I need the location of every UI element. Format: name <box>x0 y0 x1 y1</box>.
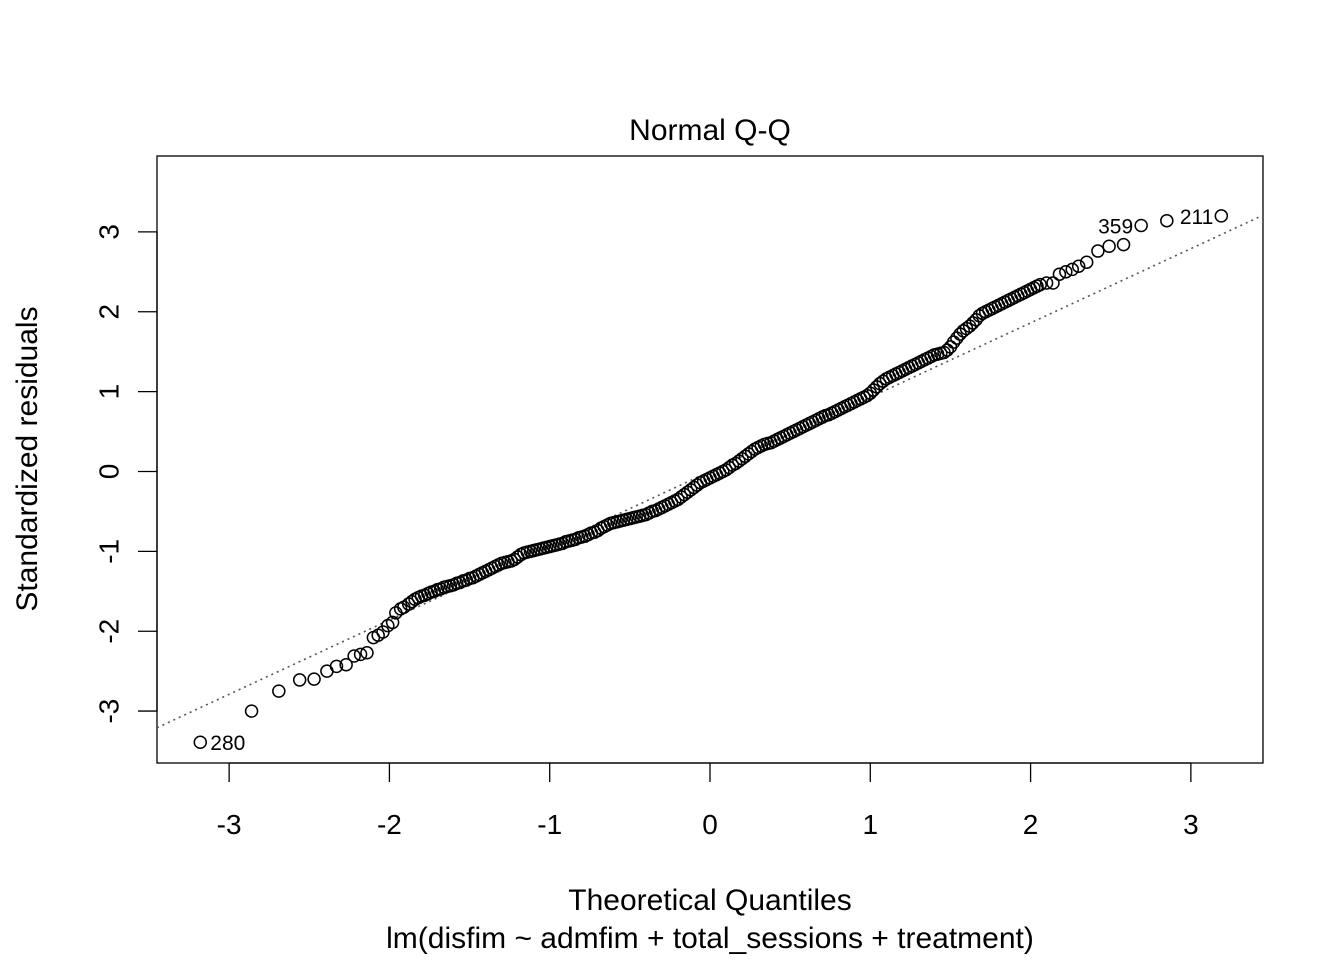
residual-point <box>1039 276 1054 290</box>
chart-title: Normal Q-Q <box>629 114 791 147</box>
y-tick-label: -3 <box>93 699 124 724</box>
residual-point <box>1059 265 1073 279</box>
residual-point <box>272 684 286 698</box>
residual-point <box>1046 276 1060 290</box>
residual-point <box>385 615 400 630</box>
residual-point <box>347 649 361 663</box>
x-tick-label: 0 <box>702 809 718 840</box>
residual-point <box>244 704 259 718</box>
residual-point <box>193 735 208 749</box>
residual-point <box>307 672 321 686</box>
x-tick-label: 3 <box>1183 809 1199 840</box>
residual-point <box>1033 277 1047 292</box>
residual-point <box>1052 267 1067 281</box>
model-subtitle: lm(disfim ~ admfim + total_sessions + tr… <box>386 922 1034 955</box>
x-axis-label: Theoretical Quantiles <box>568 884 851 917</box>
residual-point <box>950 331 964 345</box>
residual-point <box>360 646 374 660</box>
y-tick-label: 2 <box>93 304 124 320</box>
qq-reference-line <box>157 214 1263 729</box>
x-tick-label: -3 <box>217 809 242 840</box>
x-tick-label: 2 <box>1023 809 1039 840</box>
residual-point <box>1134 218 1148 233</box>
residual-point <box>1091 244 1105 258</box>
residual-point <box>1102 239 1116 254</box>
residual-point <box>292 673 307 687</box>
residual-point <box>353 647 368 662</box>
point-label-280: 280 <box>210 732 245 755</box>
residual-point <box>1065 262 1080 277</box>
residual-point <box>339 658 353 672</box>
y-tick-label: 1 <box>93 384 124 400</box>
residual-point <box>1116 237 1131 252</box>
x-tick-label: -1 <box>537 809 562 840</box>
y-tick-label: -2 <box>93 619 124 644</box>
point-label-359: 359 <box>1098 215 1133 238</box>
y-tick-label: 0 <box>93 464 124 480</box>
residual-point <box>1214 209 1229 223</box>
x-tick-label: -2 <box>377 809 402 840</box>
y-axis-label: Standardized residuals <box>11 306 44 611</box>
y-tick-label: -1 <box>93 539 124 564</box>
residual-point <box>1071 259 1086 273</box>
residual-point <box>1160 213 1174 228</box>
residual-point <box>1079 255 1094 269</box>
y-tick-label: 3 <box>93 224 124 240</box>
reference-line-layer <box>157 214 1263 729</box>
point-labels-layer: 280 359 211 <box>210 206 1213 755</box>
y-axis: -3 -2 -1 0 1 2 3 <box>93 224 158 724</box>
plot-frame <box>156 155 1264 764</box>
points-layer <box>193 209 1229 749</box>
x-axis: -3 -2 -1 0 1 2 3 <box>217 762 1199 840</box>
residual-point <box>329 659 344 674</box>
x-tick-label: 1 <box>863 809 879 840</box>
point-label-211: 211 <box>1180 206 1213 229</box>
